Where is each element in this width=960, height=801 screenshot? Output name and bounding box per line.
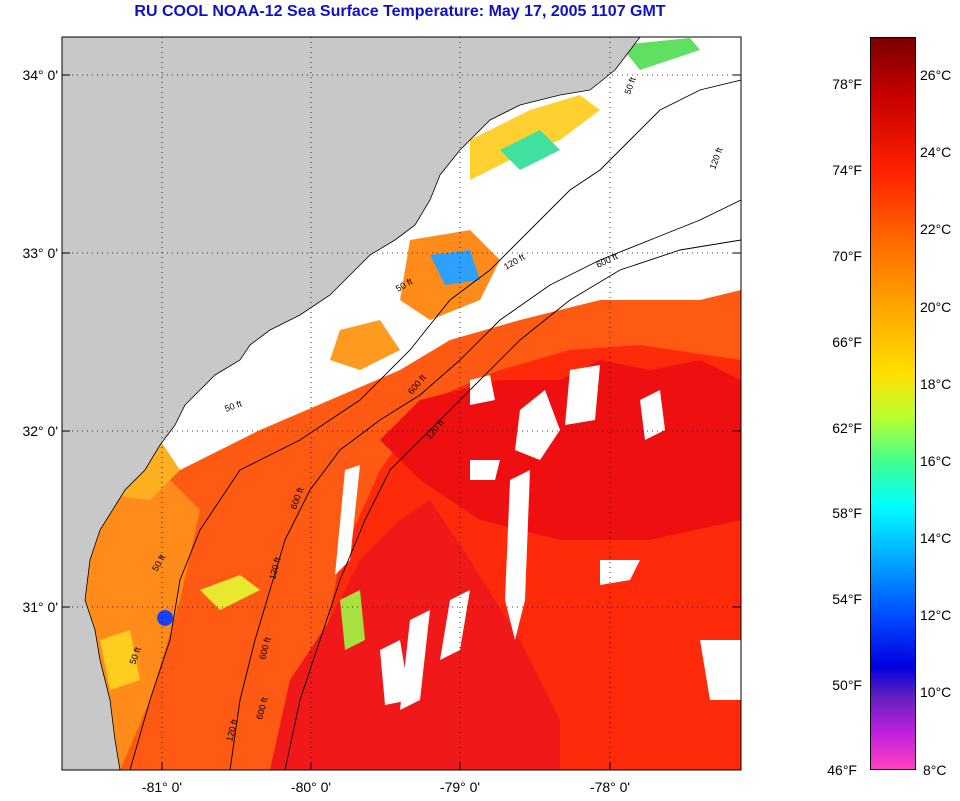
lon-label: -80° 0' [291, 779, 331, 795]
fahrenheit-label: 78°F [832, 76, 862, 92]
fahrenheit-label: 46°F [827, 762, 857, 778]
celsius-label: 12°C [920, 607, 952, 623]
coastline-land [62, 37, 641, 770]
celsius-label: 20°C [920, 299, 952, 315]
celsius-label: 24°C [920, 144, 952, 160]
celsius-label: 26°C [920, 67, 952, 83]
fahrenheit-label: 74°F [832, 162, 862, 178]
lat-label: 33° 0' [22, 245, 58, 261]
fahrenheit-label: 58°F [832, 505, 862, 521]
map-border [61, 36, 742, 771]
graticule [62, 37, 741, 770]
celsius-label: 8°C [923, 762, 947, 778]
fahrenheit-label: 62°F [832, 420, 862, 436]
fahrenheit-label: 70°F [832, 248, 862, 264]
isobath-contours [129, 79, 741, 770]
map-title: RU COOL NOAA-12 Sea Surface Temperature:… [134, 3, 666, 20]
celsius-label: 22°C [920, 221, 952, 237]
celsius-label: 10°C [920, 684, 952, 700]
fahrenheit-label: 54°F [832, 591, 862, 607]
temperature-colorbar [870, 37, 916, 770]
lon-label: -81° 0' [142, 779, 182, 795]
no-data-gaps [335, 365, 741, 710]
celsius-label: 16°C [920, 453, 952, 469]
celsius-label: 14°C [920, 530, 952, 546]
lat-label: 31° 0' [22, 599, 58, 615]
lon-label: -78° 0' [590, 779, 630, 795]
lon-label: -79° 0' [440, 779, 480, 795]
sst-map: 34° 0' 33° 0' 32° 0' 31° 0' -81° 0' -80°… [22, 36, 742, 795]
celsius-label: 18°C [920, 376, 952, 392]
lat-label: 34° 0' [22, 67, 58, 83]
fahrenheit-label: 50°F [832, 677, 862, 693]
fahrenheit-label: 66°F [832, 334, 862, 350]
axis-ticks [62, 74, 741, 770]
lat-label: 32° 0' [22, 423, 58, 439]
